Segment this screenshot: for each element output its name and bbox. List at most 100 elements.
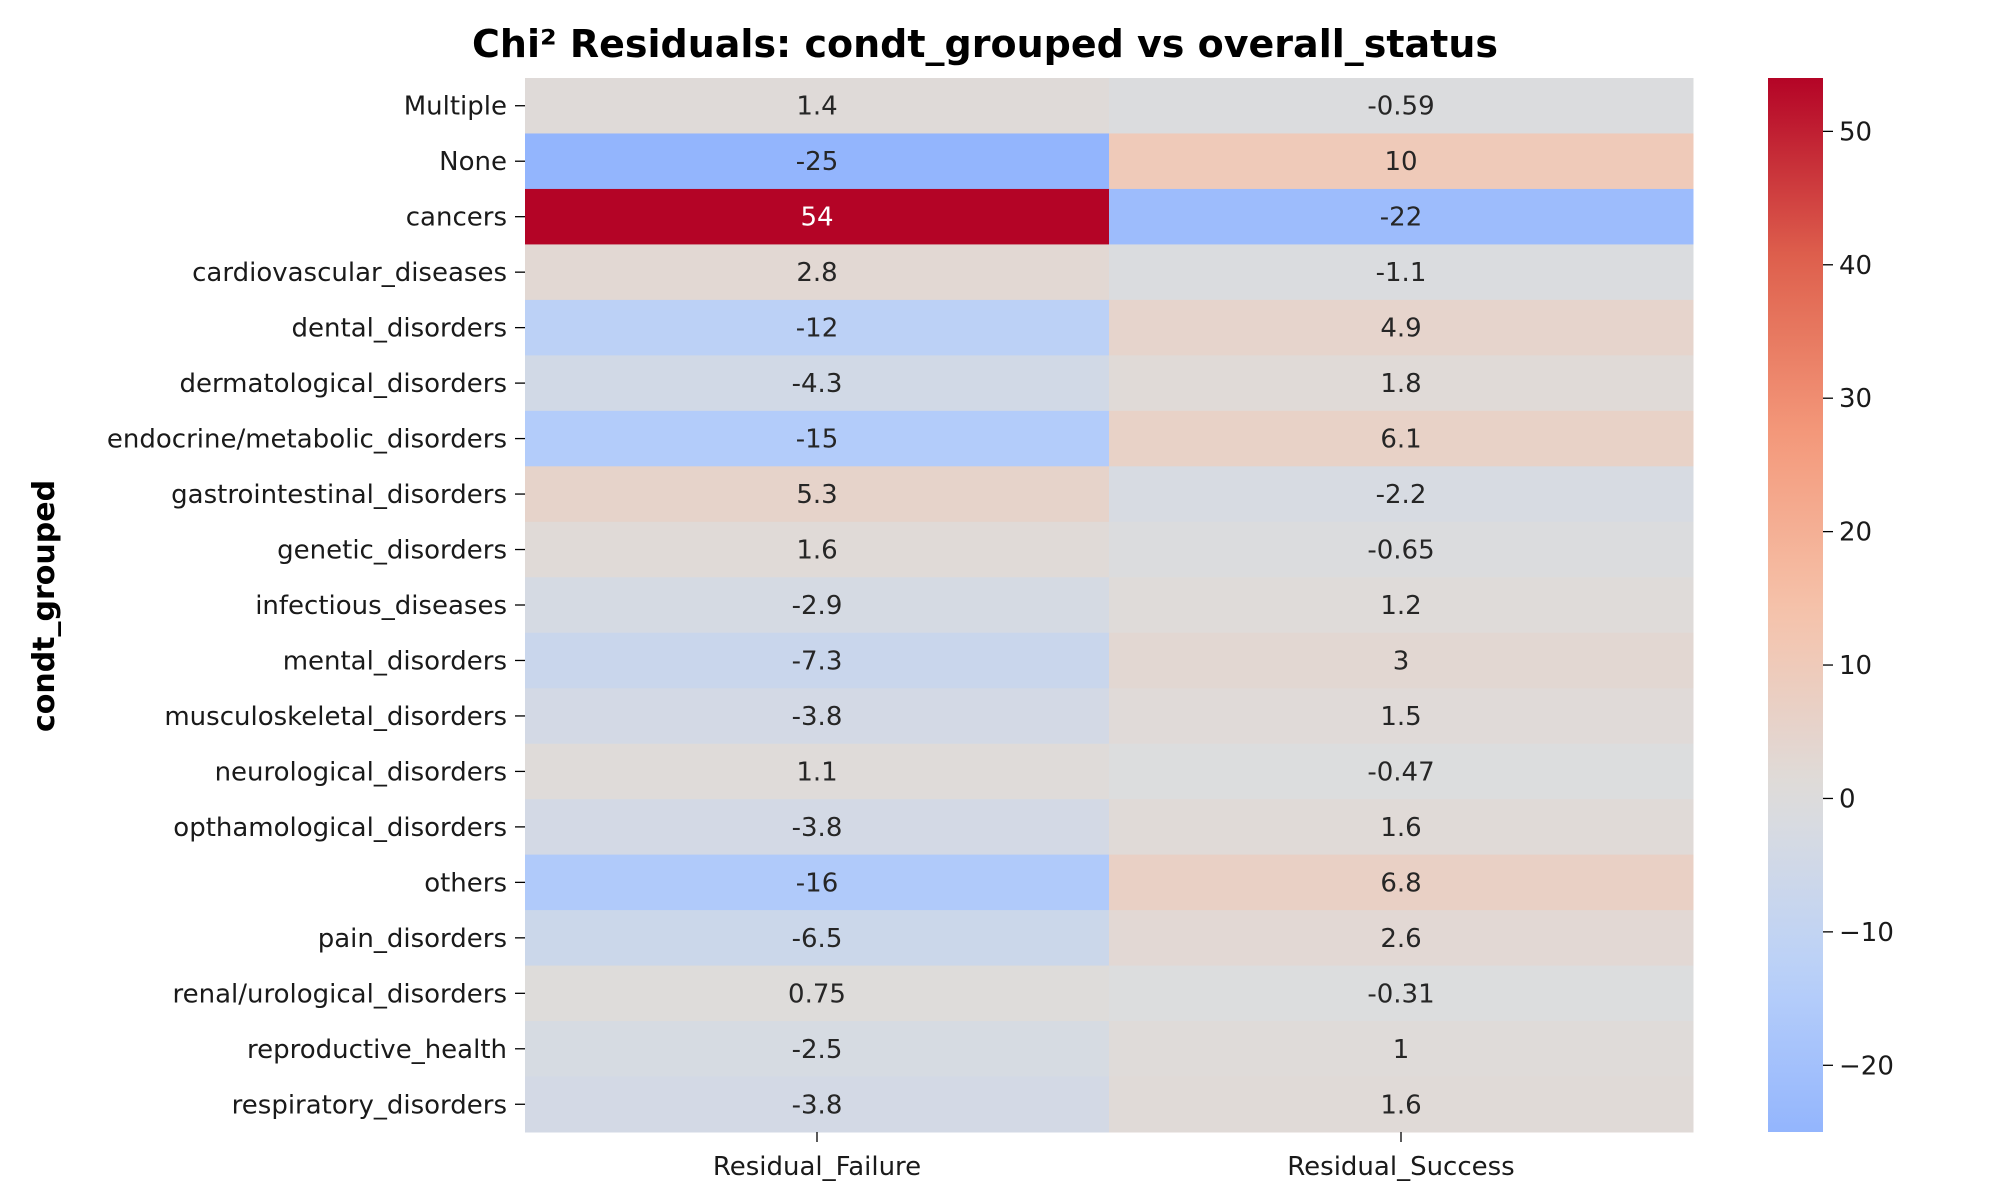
cell-value-label: -15 bbox=[796, 425, 838, 455]
row-tick-label: endocrine/metabolic_disorders bbox=[107, 425, 507, 455]
cell-value-label: 1.1 bbox=[796, 757, 837, 787]
heatmap-cell bbox=[525, 299, 1110, 356]
cell-value-label: -0.47 bbox=[1367, 757, 1434, 787]
chart-title: Chi² Residuals: condt_grouped vs overall… bbox=[472, 22, 1498, 66]
cell-value-label: -2.2 bbox=[1376, 480, 1427, 510]
cell-value-label: 1 bbox=[1393, 1035, 1410, 1065]
colorbar-gradient bbox=[1768, 78, 1823, 1132]
heatmap-cell bbox=[1109, 1021, 1694, 1078]
heatmap-cell bbox=[525, 688, 1110, 745]
row-tick-label: dermatological_disorders bbox=[179, 369, 507, 399]
cell-value-label: -7.3 bbox=[792, 646, 843, 676]
cell-value-label: 2.6 bbox=[1380, 924, 1421, 954]
row-tick-label: Multiple bbox=[404, 92, 507, 122]
cell-value-label: 2.8 bbox=[796, 258, 837, 288]
heatmap-cell bbox=[525, 1076, 1110, 1133]
heatmap-cell bbox=[1109, 688, 1694, 745]
cell-value-label: -4.3 bbox=[792, 369, 843, 399]
cell-value-label: -0.65 bbox=[1367, 536, 1434, 566]
heatmap-cells: 1.4 -0.59 -25 10 54 -22 2.8 -1.1 -12 4.9 -4.3 1.8 -1… bbox=[525, 78, 1694, 1133]
cell-value-label: -2.9 bbox=[792, 591, 843, 621]
heatmap-cell bbox=[525, 466, 1110, 523]
cell-value-label: -12 bbox=[796, 314, 838, 344]
row-tick-label: cancers bbox=[406, 203, 507, 233]
row-tick-label: genetic_disorders bbox=[277, 536, 507, 566]
cell-value-label: -3.8 bbox=[792, 813, 843, 843]
heatmap-cell bbox=[525, 78, 1110, 134]
heatmap-cell bbox=[1109, 244, 1694, 301]
colorbar-tick-label: 20 bbox=[1839, 518, 1872, 548]
row-tick-label: respiratory_disorders bbox=[232, 1090, 507, 1120]
row-tick-label: pain_disorders bbox=[318, 924, 507, 954]
heatmap-cell bbox=[1109, 355, 1694, 412]
row-tick-label: renal/urological_disorders bbox=[173, 979, 507, 1009]
row-tick-label: cardiovascular_diseases bbox=[192, 258, 507, 288]
cell-value-label: 1.8 bbox=[1380, 369, 1421, 399]
heatmap-cell bbox=[525, 133, 1110, 190]
cell-value-label: 1.6 bbox=[1380, 813, 1421, 843]
cell-value-label: -0.59 bbox=[1367, 92, 1434, 122]
cell-value-label: -6.5 bbox=[792, 924, 843, 954]
heatmap-cell bbox=[1109, 78, 1694, 134]
cell-value-label: -3.8 bbox=[792, 702, 843, 732]
cell-value-label: 1.2 bbox=[1380, 591, 1421, 621]
heatmap-cell bbox=[525, 965, 1110, 1022]
cell-value-label: 6.1 bbox=[1380, 425, 1421, 455]
heatmap-cell bbox=[1109, 299, 1694, 356]
cell-value-label: 1.6 bbox=[1380, 1090, 1421, 1120]
row-tick-label: gastrointestinal_disorders bbox=[171, 480, 507, 510]
column-tick-labels: Residual_Failure Residual_Success bbox=[713, 1132, 1515, 1182]
cell-value-label: 0.75 bbox=[788, 979, 846, 1009]
row-tick-label: dental_disorders bbox=[292, 314, 507, 344]
heatmap-cell bbox=[525, 1021, 1110, 1078]
heatmap-cell bbox=[1109, 577, 1694, 634]
heatmap-cell bbox=[1109, 632, 1694, 689]
row-tick-labels: Multiple None cancers cardiovascular_diseas… bbox=[107, 92, 525, 1120]
heatmap-cell bbox=[1109, 799, 1694, 856]
heatmap-cell bbox=[525, 521, 1110, 578]
row-tick-label: neurological_disorders bbox=[215, 757, 507, 787]
colorbar: −20 −10 0 10 20 30 40 50 bbox=[1768, 78, 1894, 1132]
cell-value-label: 1.6 bbox=[796, 536, 837, 566]
y-axis-label: condt_grouped bbox=[27, 480, 62, 732]
heatmap-cell bbox=[525, 743, 1110, 800]
heatmap-cell bbox=[1109, 1076, 1694, 1133]
heatmap-cell bbox=[525, 632, 1110, 689]
heatmap-cell bbox=[525, 910, 1110, 967]
heatmap-cell bbox=[525, 188, 1110, 245]
heatmap-cell bbox=[1109, 133, 1694, 190]
row-tick-label: None bbox=[439, 147, 507, 177]
heatmap-cell bbox=[1109, 410, 1694, 467]
cell-value-label: 1.5 bbox=[1380, 702, 1421, 732]
cell-value-label: 54 bbox=[800, 203, 833, 233]
heatmap-cell bbox=[1109, 521, 1694, 578]
heatmap-cell bbox=[525, 244, 1110, 301]
heatmap-cell bbox=[525, 854, 1110, 911]
heatmap-cell bbox=[1109, 743, 1694, 800]
row-tick-label: others bbox=[424, 868, 507, 898]
cell-value-label: -0.31 bbox=[1367, 979, 1434, 1009]
cell-value-label: -16 bbox=[796, 868, 838, 898]
colorbar-tick-label: −10 bbox=[1839, 918, 1894, 948]
heatmap-cell bbox=[525, 410, 1110, 467]
cell-value-label: 5.3 bbox=[796, 480, 837, 510]
cell-value-label: -1.1 bbox=[1376, 258, 1427, 288]
cell-value-label: -2.5 bbox=[792, 1035, 843, 1065]
cell-value-label: -25 bbox=[796, 147, 838, 177]
heatmap-cell bbox=[1109, 910, 1694, 967]
row-tick-label: infectious_diseases bbox=[255, 591, 507, 621]
cell-value-label: 10 bbox=[1384, 147, 1417, 177]
cell-value-label: 3 bbox=[1393, 646, 1410, 676]
colorbar-tick-label: 10 bbox=[1839, 651, 1872, 681]
heatmap-cell bbox=[525, 355, 1110, 412]
heatmap-cell bbox=[525, 799, 1110, 856]
column-tick-label: Residual_Success bbox=[1287, 1152, 1514, 1182]
cell-value-label: 1.4 bbox=[796, 92, 837, 122]
colorbar-tick-label: 40 bbox=[1839, 251, 1872, 281]
row-tick-label: opthamological_disorders bbox=[173, 813, 507, 843]
colorbar-tick-label: 30 bbox=[1839, 384, 1872, 414]
colorbar-tick-label: 50 bbox=[1839, 117, 1872, 147]
cell-value-label: 4.9 bbox=[1380, 314, 1421, 344]
cell-value-label: -22 bbox=[1380, 203, 1422, 233]
